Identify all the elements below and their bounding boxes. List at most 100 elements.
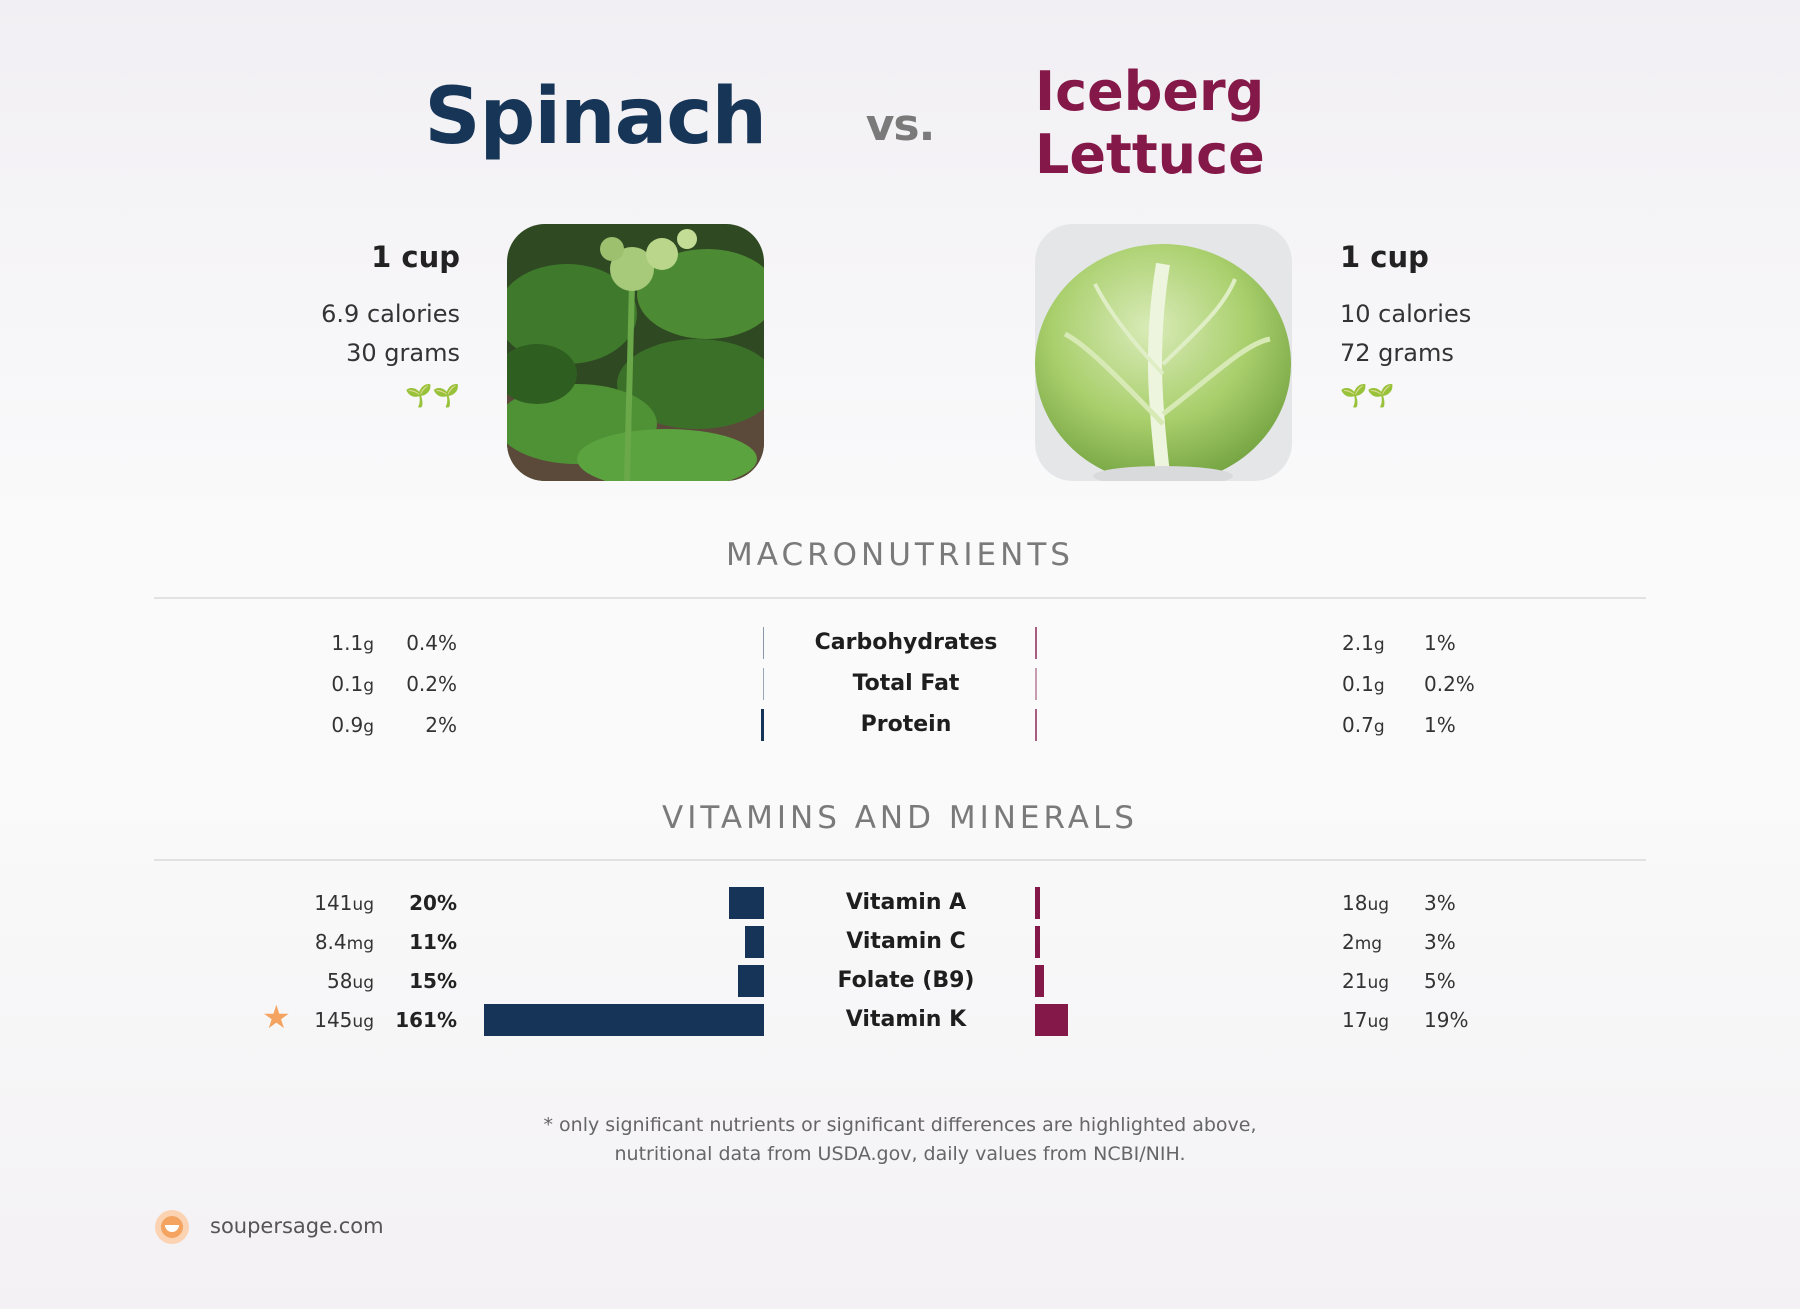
left-amount-value: 1.1: [331, 631, 364, 655]
right-amount-unit: mg: [1354, 934, 1383, 954]
left-amount-value: 0.9: [331, 713, 364, 737]
right-food-title-line1: Iceberg: [1035, 60, 1265, 123]
left-bar: [762, 668, 764, 700]
nutrient-row: 141ug 20% Vitamin A 18ug 3%: [0, 885, 1800, 921]
right-bar: [1035, 668, 1037, 700]
right-amount-value: 18: [1342, 891, 1368, 915]
left-daily-value: 11%: [409, 930, 457, 954]
nutrient-row: 58ug 15% Folate (B9) 21ug 5%: [0, 963, 1800, 999]
nutrient-name: Total Fat: [852, 671, 960, 696]
left-serving-size: 1 cup: [371, 240, 460, 274]
right-amount: 2mg: [1342, 930, 1382, 954]
nutrient-name: Vitamin C: [846, 929, 966, 954]
left-amount-value: 58: [326, 969, 353, 993]
right-bar: [1035, 887, 1041, 919]
left-amount-value: 141: [314, 891, 353, 915]
left-daily-value: 161%: [395, 1008, 457, 1032]
footnote-line1: * only significant nutrients or signific…: [543, 1114, 1257, 1136]
left-amount: 145ug: [314, 1008, 374, 1032]
nutrient-name: Protein: [860, 712, 952, 737]
right-amount-value: 17: [1342, 1008, 1368, 1032]
right-calories: 10 calories: [1340, 300, 1472, 328]
macronutrients-heading: MACRONUTRIENTS: [726, 537, 1074, 573]
star-icon: ★: [262, 998, 291, 1036]
left-food-title: Spinach: [424, 72, 767, 162]
left-amount: 141ug: [314, 891, 374, 915]
right-plant-based-icon: 🌱🌱: [1340, 384, 1395, 409]
right-food-title: Iceberg Lettuce: [1035, 60, 1535, 186]
left-amount-unit: g: [363, 676, 374, 696]
right-bar: [1035, 709, 1037, 741]
left-bar: [484, 1004, 764, 1036]
footnote: * only significant nutrients or signific…: [0, 1111, 1800, 1169]
left-bar: [744, 926, 764, 958]
right-bar: [1035, 627, 1037, 659]
right-daily-value: 1%: [1424, 631, 1456, 655]
nutrient-row: 8.4mg 11% Vitamin C 2mg 3%: [0, 924, 1800, 960]
left-amount-unit: ug: [352, 973, 374, 993]
nutrient-name: Vitamin A: [845, 890, 967, 915]
right-serving-size: 1 cup: [1340, 240, 1429, 274]
right-amount-unit: ug: [1367, 1012, 1390, 1032]
right-amount: 0.7g: [1342, 713, 1385, 737]
nutrient-row: 0.1g 0.2% Total Fat 0.1g 0.2%: [0, 666, 1800, 702]
right-amount-value: 21: [1342, 969, 1368, 993]
right-amount-unit: ug: [1367, 973, 1390, 993]
versus-label: vs.: [865, 100, 936, 151]
left-bar: [729, 887, 764, 919]
vitamins-divider: [154, 859, 1646, 861]
right-amount: 18ug: [1342, 891, 1389, 915]
nutrient-name: Folate (B9): [837, 968, 975, 993]
left-amount-value: 0.1: [331, 672, 364, 696]
left-amount: 1.1g: [331, 631, 374, 655]
right-amount-value: 2.1: [1342, 631, 1374, 655]
right-grams: 72 grams: [1340, 339, 1454, 367]
right-bar: [1035, 1004, 1069, 1036]
left-amount-unit: mg: [346, 934, 374, 954]
right-amount-unit: ug: [1367, 895, 1390, 915]
left-amount: 0.9g: [331, 713, 374, 737]
left-daily-value: 20%: [409, 891, 457, 915]
right-amount-unit: g: [1373, 717, 1385, 737]
left-grams: 30 grams: [346, 339, 460, 367]
right-daily-value: 5%: [1424, 969, 1456, 993]
right-bar: [1035, 926, 1041, 958]
left-daily-value: 2%: [425, 713, 457, 737]
vitamins-heading: VITAMINS AND MINERALS: [662, 800, 1138, 836]
left-plant-based-icon: 🌱🌱: [405, 384, 460, 409]
right-amount: 17ug: [1342, 1008, 1389, 1032]
right-amount-unit: g: [1373, 635, 1385, 655]
left-daily-value: 0.2%: [406, 672, 457, 696]
iceberg-lettuce-photo: [1035, 224, 1292, 481]
right-bar: [1035, 965, 1044, 997]
left-amount-value: 145: [314, 1008, 353, 1032]
brand-name: soupersage.com: [210, 1214, 384, 1238]
right-daily-value: 0.2%: [1424, 672, 1475, 696]
right-amount: 0.1g: [1342, 672, 1385, 696]
nutrient-name: Vitamin K: [845, 1007, 967, 1032]
left-amount-value: 8.4: [314, 930, 347, 954]
left-amount: 0.1g: [331, 672, 374, 696]
footnote-line2: nutritional data from USDA.gov, daily va…: [614, 1143, 1186, 1165]
left-amount-unit: ug: [352, 1012, 374, 1032]
left-calories: 6.9 calories: [321, 300, 460, 328]
left-amount-unit: g: [363, 635, 374, 655]
right-amount-unit: g: [1373, 676, 1385, 696]
right-amount-value: 2: [1342, 930, 1355, 954]
soupersage-logo-icon: [154, 1209, 190, 1245]
right-amount: 2.1g: [1342, 631, 1385, 655]
right-daily-value: 19%: [1424, 1008, 1469, 1032]
nutrient-row: 145ug 161% Vitamin K 17ug 19% ★: [0, 998, 1800, 1038]
right-amount-value: 0.7: [1342, 713, 1374, 737]
right-amount-value: 0.1: [1342, 672, 1374, 696]
left-daily-value: 15%: [409, 969, 457, 993]
left-amount: 8.4mg: [315, 930, 374, 954]
left-bar: [760, 709, 764, 741]
right-food-title-line2: Lettuce: [1035, 123, 1265, 186]
left-bar: [762, 627, 764, 659]
right-daily-value: 1%: [1424, 713, 1456, 737]
left-amount: 58ug: [327, 969, 374, 993]
left-amount-unit: g: [363, 717, 374, 737]
spinach-photo: [507, 224, 764, 481]
right-daily-value: 3%: [1424, 930, 1456, 954]
